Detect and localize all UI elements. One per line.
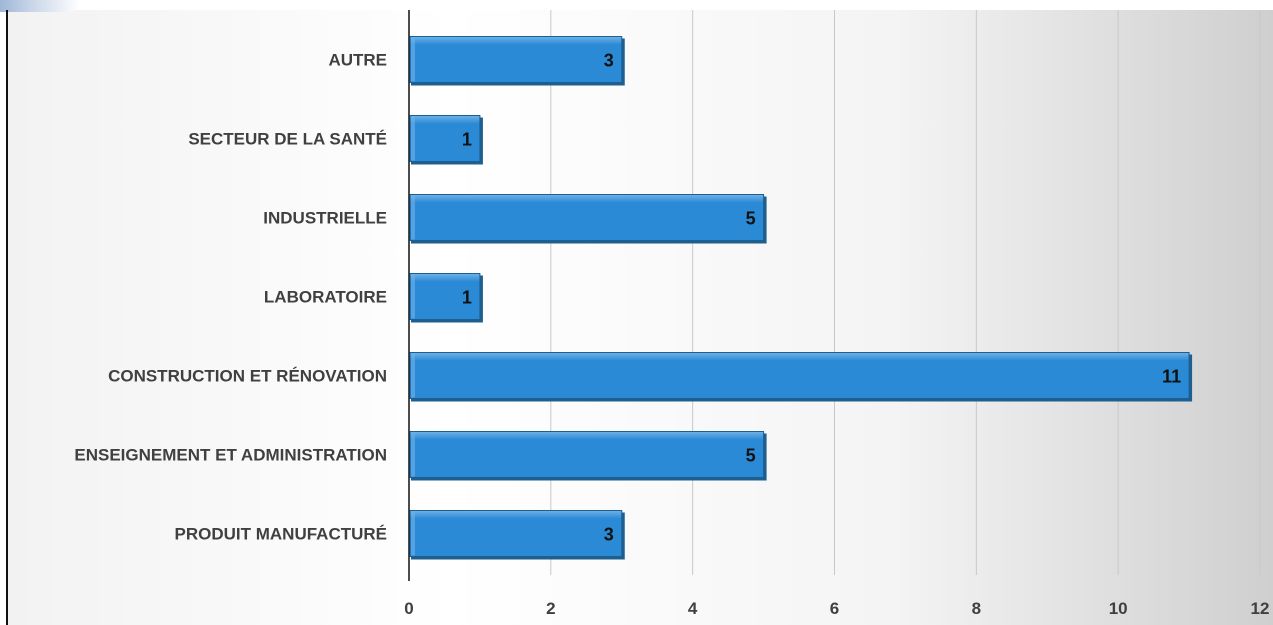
category-label: AUTRE (328, 51, 387, 70)
category-label: CONSTRUCTION ET RÉNOVATION (108, 367, 387, 386)
category-label: PRODUIT MANUFACTURÉ (175, 525, 388, 544)
left-border (6, 10, 8, 625)
data-label: 1 (462, 288, 472, 308)
x-tick-label: 6 (830, 599, 839, 618)
data-label: 5 (746, 446, 756, 466)
x-tick-label: 2 (546, 599, 555, 618)
bar-highlight (411, 195, 415, 240)
bar-highlight (411, 432, 415, 477)
data-label: 11 (1162, 367, 1181, 387)
data-label: 3 (604, 51, 614, 71)
x-tick-label: 8 (972, 599, 981, 618)
plot-background (8, 10, 1273, 625)
bar-highlight (411, 511, 415, 556)
bar-highlight (411, 274, 415, 319)
bar (409, 194, 765, 241)
x-tick-label: 10 (1109, 599, 1128, 618)
category-label: LABORATOIRE (264, 288, 387, 307)
x-tick-label: 12 (1251, 599, 1270, 618)
bar (409, 510, 623, 557)
category-label: INDUSTRIELLE (263, 209, 387, 228)
x-tick-label: 4 (688, 599, 698, 618)
bar (409, 352, 1190, 399)
x-tick-label: 0 (404, 599, 413, 618)
corner-decoration (0, 0, 80, 12)
category-label: SECTEUR DE LA SANTÉ (188, 130, 387, 149)
bar-highlight (411, 37, 415, 82)
bar (409, 273, 481, 320)
data-label: 5 (746, 209, 756, 229)
bar-highlight (411, 116, 415, 161)
category-label: ENSEIGNEMENT ET ADMINISTRATION (74, 446, 387, 465)
bar-highlight (411, 353, 415, 398)
bar (409, 115, 481, 162)
data-label: 3 (604, 525, 614, 545)
data-label: 1 (462, 130, 472, 150)
bar (409, 36, 623, 83)
bar (409, 431, 765, 478)
